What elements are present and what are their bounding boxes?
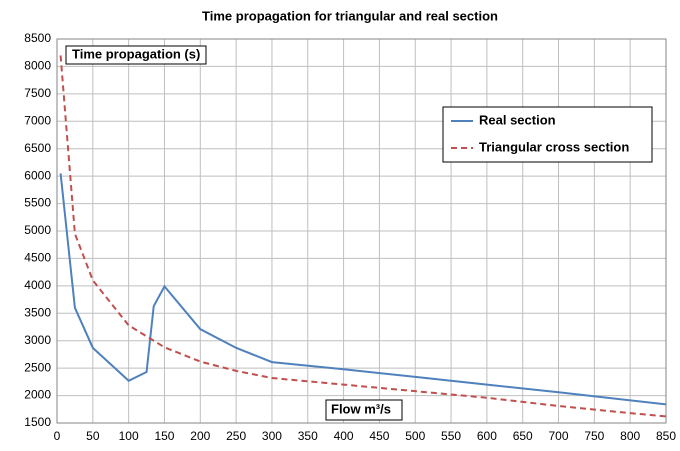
legend-label: Triangular cross section bbox=[479, 139, 629, 154]
annotation: Flow m³/s bbox=[331, 401, 391, 416]
x-tick-label: 0 bbox=[54, 429, 61, 443]
x-tick-label: 700 bbox=[549, 429, 569, 443]
y-tick-label: 5500 bbox=[24, 196, 51, 210]
x-tick-label: 650 bbox=[513, 429, 533, 443]
y-tick-label: 6500 bbox=[24, 141, 51, 155]
chart-title: Time propagation for triangular and real… bbox=[202, 8, 498, 23]
y-tick-label: 8500 bbox=[24, 31, 51, 45]
x-tick-label: 350 bbox=[298, 429, 318, 443]
y-tick-label: 7000 bbox=[24, 113, 51, 127]
x-tick-label: 50 bbox=[86, 429, 100, 443]
y-tick-label: 1500 bbox=[24, 415, 51, 429]
y-tick-label: 4000 bbox=[24, 278, 51, 292]
y-tick-label: 5000 bbox=[24, 223, 51, 237]
x-tick-label: 750 bbox=[584, 429, 604, 443]
plot-border bbox=[56, 38, 667, 424]
x-tick-label: 150 bbox=[154, 429, 174, 443]
y-tick-label: 7500 bbox=[24, 86, 51, 100]
x-tick-label: 400 bbox=[334, 429, 354, 443]
series-line bbox=[59, 55, 667, 418]
x-tick-label: 100 bbox=[119, 429, 139, 443]
x-tick-label: 600 bbox=[477, 429, 497, 443]
annotation: Time propagation (s) bbox=[72, 46, 200, 61]
y-tick-label: 8000 bbox=[24, 59, 51, 73]
legend-box bbox=[442, 106, 653, 163]
x-tick-label: 200 bbox=[190, 429, 210, 443]
annotation-box bbox=[65, 45, 207, 65]
annotation-box bbox=[325, 399, 403, 421]
x-tick-label: 500 bbox=[405, 429, 425, 443]
x-tick-label: 300 bbox=[262, 429, 282, 443]
x-tick-label: 850 bbox=[656, 429, 676, 443]
legend-label: Real section bbox=[479, 112, 556, 127]
series-line bbox=[59, 173, 667, 406]
y-tick-label: 2000 bbox=[24, 388, 51, 402]
y-tick-label: 3500 bbox=[24, 305, 51, 319]
y-tick-label: 3000 bbox=[24, 333, 51, 347]
y-tick-label: 4500 bbox=[24, 251, 51, 265]
x-tick-label: 800 bbox=[620, 429, 640, 443]
y-tick-label: 6000 bbox=[24, 168, 51, 182]
x-tick-label: 550 bbox=[441, 429, 461, 443]
y-tick-label: 2500 bbox=[24, 360, 51, 374]
x-tick-label: 250 bbox=[226, 429, 246, 443]
x-tick-label: 450 bbox=[369, 429, 389, 443]
